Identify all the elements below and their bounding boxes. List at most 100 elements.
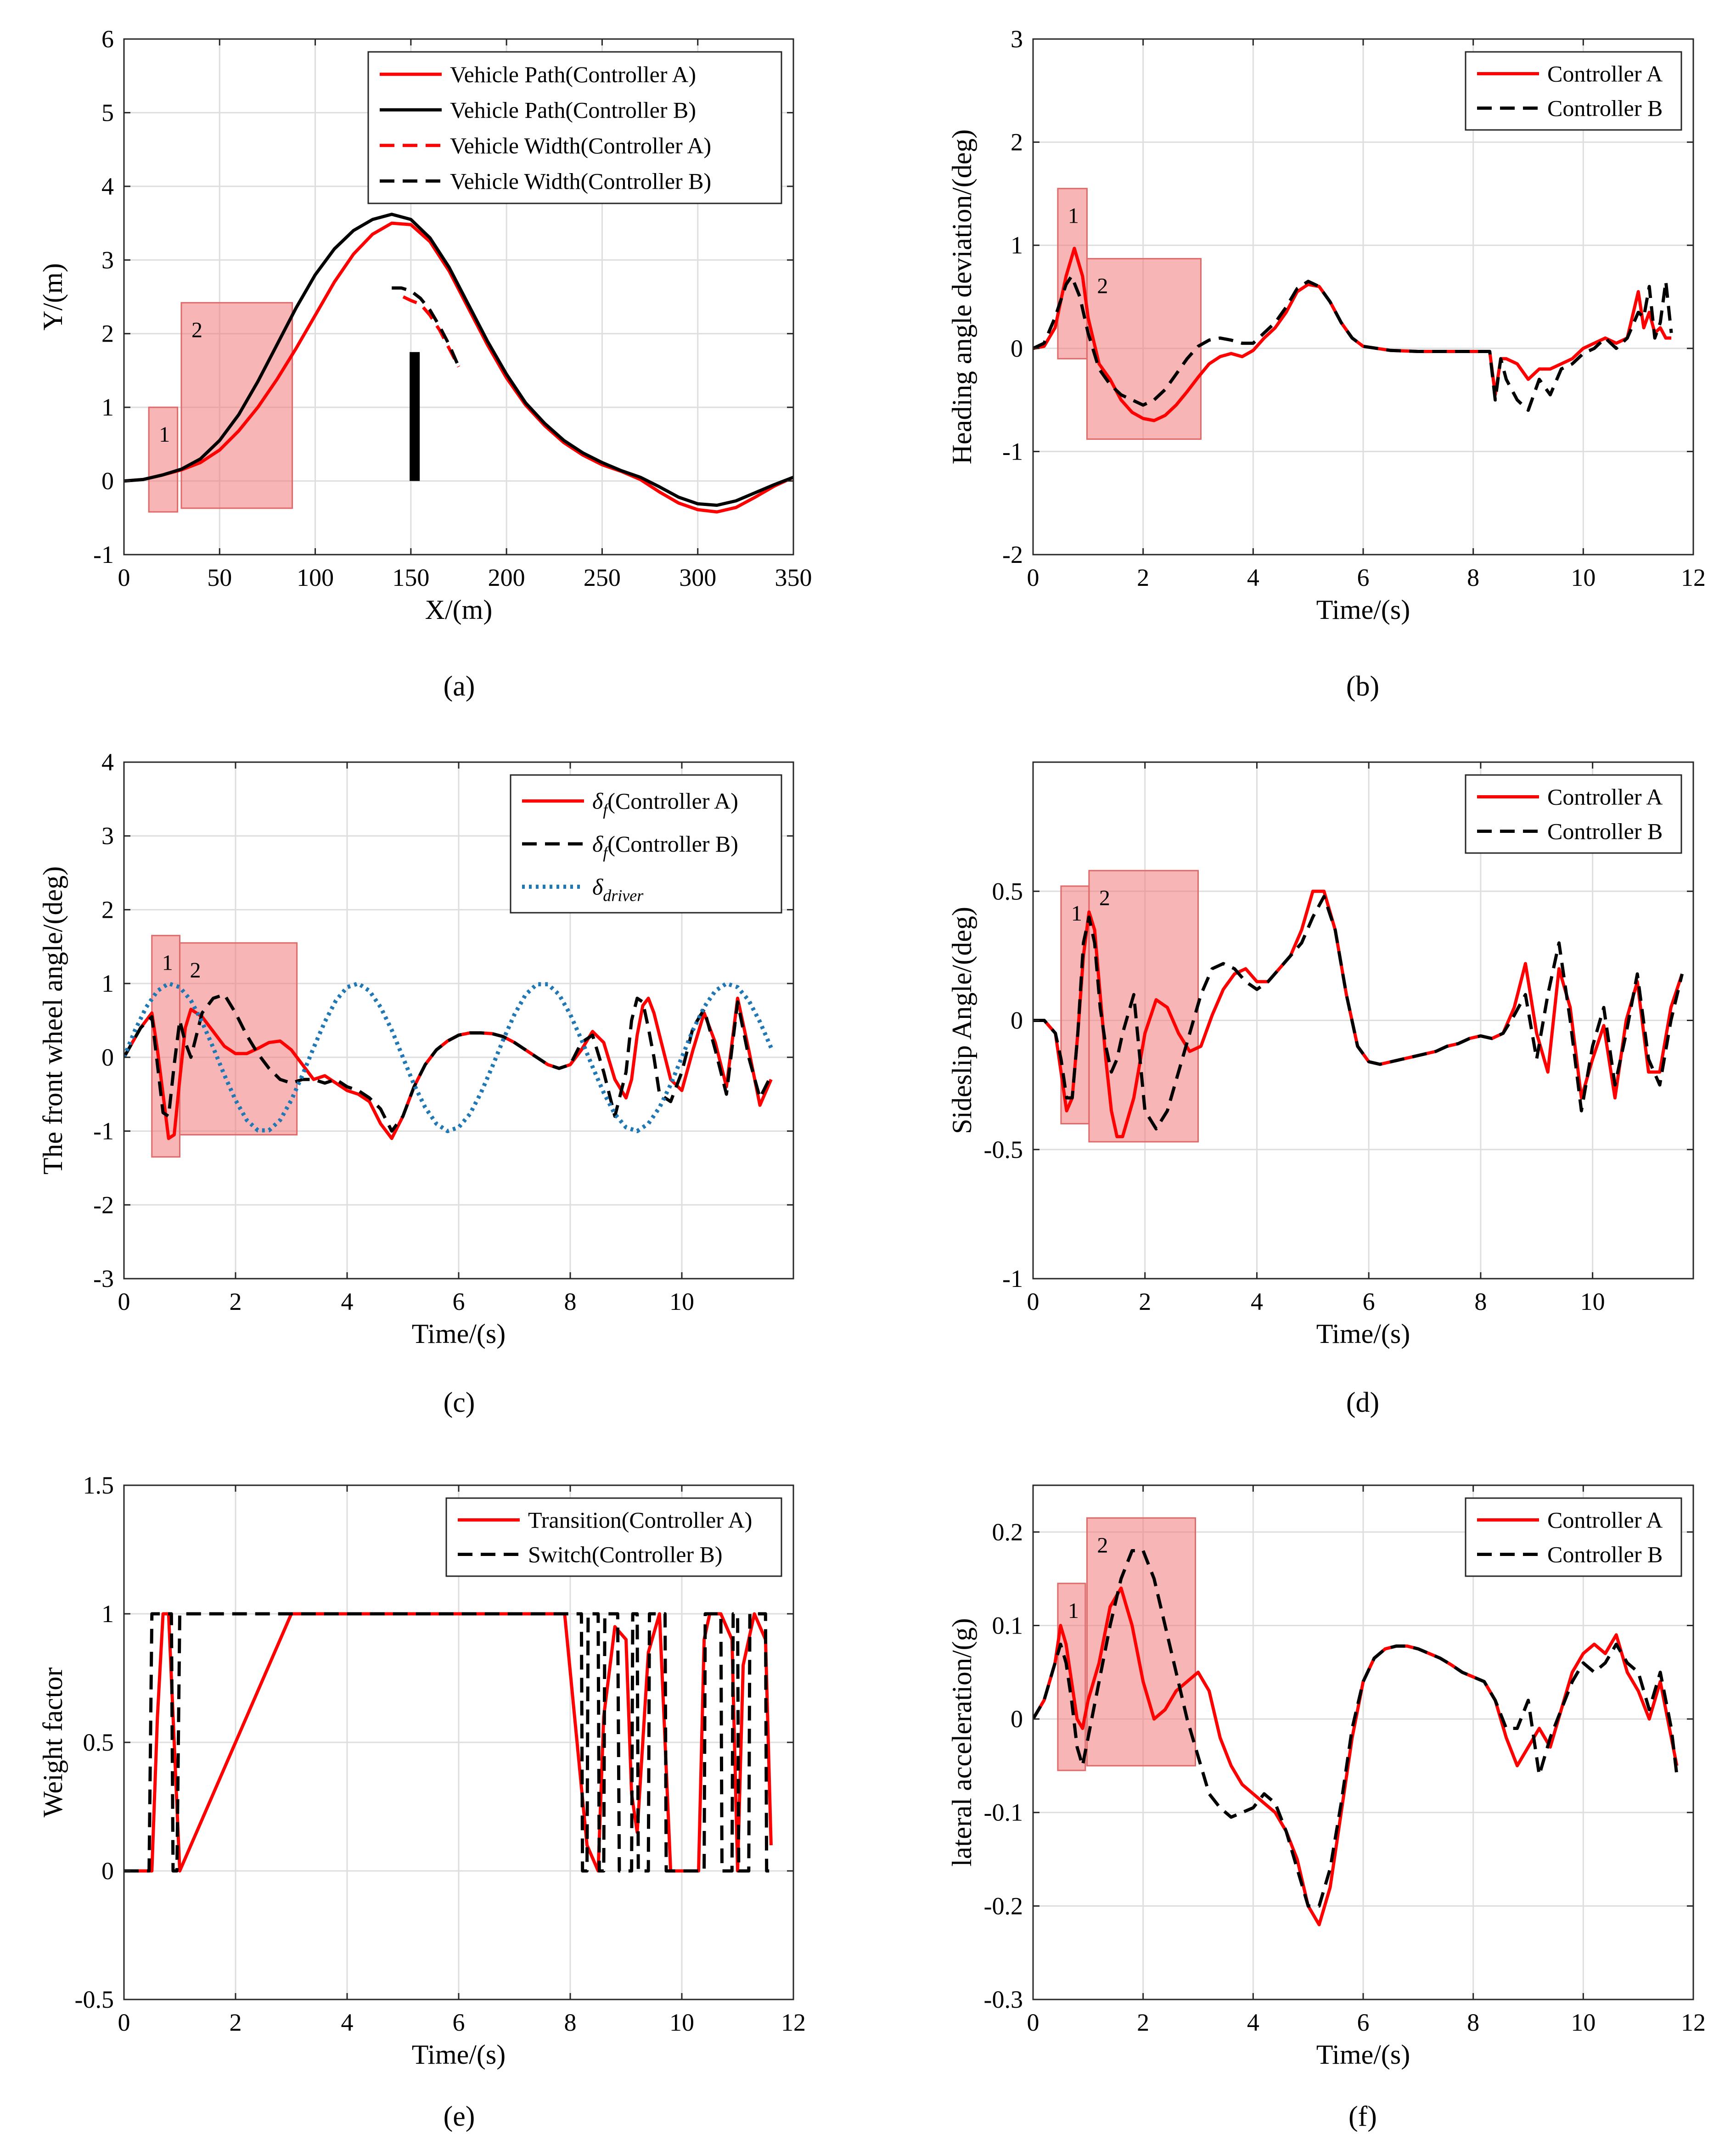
y-tick-label: -0.2 [984, 1892, 1023, 1920]
y-tick-label: -2 [93, 1191, 114, 1219]
highlight-box-label: 1 [162, 951, 173, 975]
y-tick-label: 0 [101, 1044, 114, 1071]
y-tick-label: -1 [93, 541, 114, 568]
legend-entry-1: Controller B [1547, 95, 1663, 121]
series-group [124, 1612, 773, 1873]
y-axis-label: lateral acceleration/(g) [947, 1618, 977, 1866]
x-tick-label: 0 [1027, 1288, 1039, 1315]
legend-entry-1: Controller B [1547, 819, 1663, 844]
x-tick-label: 10 [1571, 564, 1596, 591]
series-line-1 [124, 993, 773, 1133]
highlight-box-2 [1086, 1517, 1197, 1767]
legend-box [1465, 774, 1682, 854]
highlight-box-label: 1 [1068, 204, 1079, 228]
y-tick-label: 1 [101, 393, 114, 421]
highlight-box-label: 2 [191, 318, 202, 342]
series-line-1 [1033, 895, 1684, 1131]
x-tick-label: 200 [488, 564, 525, 591]
x-tick-label: 2 [1139, 1288, 1151, 1315]
legend: Transition(Controller A) Switch(Controlle… [445, 1497, 782, 1577]
y-tick-label: 0 [1011, 1007, 1023, 1034]
y-tick-label: 4 [101, 173, 114, 200]
x-tick-label: 0 [118, 2009, 130, 2036]
x-tick-label: 6 [1357, 2009, 1370, 2036]
highlight-box-label: 2 [1097, 1533, 1108, 1557]
highlight-box-label: 1 [1068, 1599, 1079, 1623]
x-tick-label: 8 [1467, 2009, 1479, 2036]
x-tick-label: 10 [669, 1288, 694, 1315]
highlight-box-label: 2 [1097, 274, 1108, 298]
highlight-box-label: 2 [1099, 886, 1110, 910]
x-tick-label: 8 [564, 1288, 577, 1315]
legend-entry-0: Vehicle Path(Controller A) [450, 62, 696, 87]
x-axis-label: Time/(s) [412, 1319, 506, 1349]
series-group [1033, 889, 1684, 1139]
series-line-3 [392, 286, 461, 368]
x-tick-label: 2 [1137, 2009, 1149, 2036]
axes-frame [123, 38, 794, 556]
highlight-box-1 [1057, 1583, 1086, 1771]
series-line-1 [124, 1612, 771, 1873]
y-tick-label: -0.5 [75, 1986, 114, 2013]
x-tick-label: 12 [781, 2009, 806, 2036]
series-group [124, 981, 773, 1140]
legend: δf(Controller A) δf(Controller B) δdriver [510, 774, 782, 914]
highlight-box-2 [1086, 258, 1202, 440]
series-line-1 [1033, 1549, 1679, 1908]
highlight-box-2 [180, 302, 293, 509]
panel-label: (f) [1348, 2101, 1377, 2132]
y-tick-label: 0.5 [83, 1729, 114, 1756]
legend-box [367, 51, 782, 204]
x-tick-label: 10 [669, 2009, 694, 2036]
legend-entry-1: δf(Controller B) [592, 831, 738, 862]
x-tick-label: 10 [1571, 2009, 1596, 2036]
legend-entry-1: Vehicle Path(Controller B) [450, 97, 696, 123]
x-axis-label: Time/(s) [1316, 1319, 1410, 1349]
series-line-2 [124, 981, 773, 1134]
legend-entry-0: δf(Controller A) [592, 788, 738, 819]
series-group [1033, 247, 1673, 422]
x-tick-label: 8 [1474, 1288, 1487, 1315]
x-tick-label: 2 [1137, 564, 1149, 591]
legend-entry-0: Controller A [1547, 784, 1663, 810]
legend: Controller A Controller B [1465, 51, 1682, 131]
y-tick-label: 3 [1011, 25, 1023, 53]
y-tick-label: 1.5 [83, 1471, 114, 1499]
series-group [124, 213, 793, 514]
x-axis-label: Time/(s) [412, 2039, 506, 2070]
series-line-2 [402, 295, 461, 368]
y-tick-label: 6 [101, 25, 114, 53]
x-tick-label: 150 [392, 564, 429, 591]
x-tick-label: 2 [230, 1288, 242, 1315]
y-tick-label: 0.5 [992, 877, 1023, 905]
y-tick-label: -1 [1002, 1265, 1023, 1292]
panel-label: (b) [1346, 671, 1379, 702]
x-axis-label: Time/(s) [1316, 2039, 1410, 2070]
x-tick-label: 12 [1681, 2009, 1706, 2036]
legend-subscript: driver [603, 886, 644, 904]
chart-a: 120 50 100 150 200 250 300 350-10123456X/(m)Y/(… [38, 25, 812, 702]
x-tick-label: 50 [207, 564, 232, 591]
x-tick-label: 6 [1363, 1288, 1375, 1315]
y-axis-label: Heading angle deviation/(deg) [947, 129, 977, 465]
y-tick-label: 2 [101, 320, 114, 348]
y-axis-label: Weight factor [38, 1668, 68, 1818]
y-tick-label: 0 [1011, 335, 1023, 362]
x-tick-label: 10 [1580, 1288, 1605, 1315]
y-tick-label: 0 [101, 467, 114, 495]
panel-label: (c) [444, 1387, 475, 1418]
y-tick-label: 0 [1011, 1705, 1023, 1733]
x-tick-label: 250 [584, 564, 621, 591]
y-tick-label: 4 [101, 748, 114, 776]
y-tick-label: -1 [93, 1118, 114, 1145]
legend-entry-1: Switch(Controller B) [528, 1542, 723, 1567]
y-axis-label: The front wheel angle/(deg) [38, 866, 68, 1174]
series-line-1 [1033, 275, 1673, 412]
legend-entry-1: Controller B [1547, 1542, 1663, 1567]
legend-entry-2: δdriver [592, 874, 644, 904]
x-tick-label: 6 [1357, 564, 1370, 591]
series-line-0 [124, 996, 773, 1140]
y-tick-label: 0.1 [992, 1612, 1023, 1639]
